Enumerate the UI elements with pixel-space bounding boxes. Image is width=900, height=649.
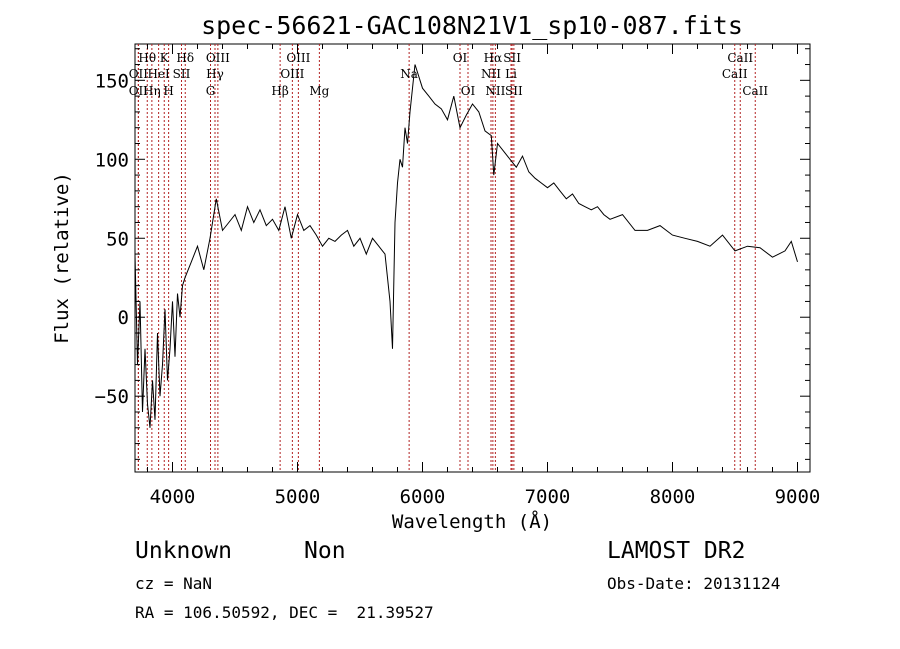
y-axis-label: Flux (relative) (51, 172, 73, 344)
x-tick-label: 8000 (650, 486, 696, 508)
y-tick-label: 100 (95, 149, 129, 171)
y-tick-label: 50 (106, 228, 129, 250)
line-marker-label: NII (485, 84, 505, 98)
y-tick-label: 0 (118, 307, 129, 329)
line-marker-label: Na (400, 67, 418, 81)
line-marker-label: OIII (280, 67, 304, 81)
line-marker-label: Li (505, 67, 517, 81)
line-marker-label: OII (129, 67, 149, 81)
line-marker-label: OII (129, 84, 149, 98)
line-marker-label: Hβ (271, 84, 288, 98)
line-marker-label: K (160, 51, 170, 65)
line-marker-label: Mg (309, 84, 329, 98)
x-tick-label: 6000 (400, 486, 446, 508)
x-tick-label: 9000 (775, 486, 821, 508)
line-marker-label: OIII (206, 51, 230, 65)
survey-name: LAMOST DR2 (607, 538, 746, 564)
plot-frame (134, 43, 811, 473)
line-marker-label: Hδ (176, 51, 194, 65)
emission-line-markers (137, 44, 756, 472)
chart-title: spec-56621-GAC108N21V1_sp10-087.fits (201, 11, 743, 40)
line-marker-label: SII (503, 51, 521, 65)
spectrum-series-line (134, 64, 798, 428)
y-tick-label: 150 (95, 70, 129, 92)
obs-date: Obs-Date: 20131124 (607, 574, 781, 593)
line-marker-label: CaII (742, 84, 768, 98)
x-tick-label: 4000 (150, 486, 196, 508)
x-axis: 4000 5000 6000 7000 8000 9000 (147, 44, 821, 508)
redshift-text: cz = NaN (135, 574, 213, 593)
line-marker-label: Hθ (138, 51, 156, 65)
line-marker-label: H (163, 84, 173, 98)
x-tick-label: 5000 (275, 486, 321, 508)
line-marker-label: OI (461, 84, 476, 98)
line-marker-label: Hη (143, 84, 161, 98)
line-marker-label: SII (505, 84, 523, 98)
line-marker-label: OIII (286, 51, 310, 65)
line-marker-label: CaII (722, 67, 748, 81)
y-axis: −50 0 50 100 150 (95, 48, 810, 460)
line-marker-label: Hα (484, 51, 503, 65)
line-marker-label: OI (453, 51, 468, 65)
line-marker-label: NII (481, 67, 501, 81)
x-tick-label: 7000 (525, 486, 571, 508)
line-marker-label: SII (173, 67, 191, 81)
line-marker-label: Hγ (206, 67, 224, 81)
line-marker-label: CaII (727, 51, 753, 65)
x-axis-label: Wavelength (Å) (392, 510, 552, 533)
spectral-class: Unknown (135, 538, 232, 564)
coordinates: RA = 106.50592, DEC = 21.39527 (135, 603, 434, 622)
spectral-subclass: Non (304, 538, 346, 564)
line-marker-label: HeI (147, 67, 170, 81)
line-marker-label: G (206, 84, 216, 98)
y-tick-label: −50 (95, 386, 129, 408)
